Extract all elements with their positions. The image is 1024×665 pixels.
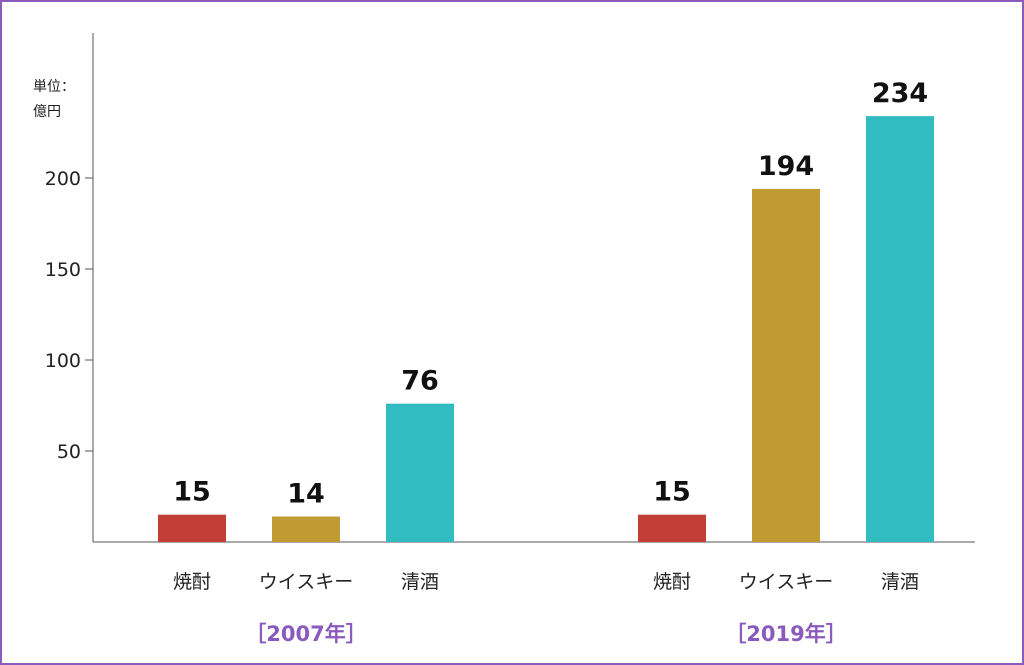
bar (386, 403, 454, 542)
bar-value-label: 15 (173, 477, 211, 508)
unit-label-line1: 単位： (33, 79, 75, 95)
category-label: ウイスキー (739, 571, 833, 593)
bar-value-label: 76 (401, 366, 439, 397)
category-label: 焼酎 (653, 571, 691, 593)
group-label: ［2007年］ (245, 622, 366, 646)
bar (158, 514, 226, 542)
bar-value-label: 194 (758, 151, 814, 182)
category-label: 焼酎 (173, 571, 211, 593)
y-tick-label: 150 (45, 259, 81, 281)
bar-value-label: 234 (872, 78, 928, 109)
bar (866, 116, 934, 543)
bar-value-label: 15 (653, 477, 691, 508)
bar (638, 514, 706, 542)
category-label: 清酒 (881, 571, 919, 593)
bar (272, 516, 340, 542)
y-tick-label: 100 (45, 350, 81, 372)
bar (752, 188, 820, 543)
y-tick-label: 200 (45, 168, 81, 190)
bar-value-label: 14 (287, 479, 325, 510)
unit-label-line2: 億円 (33, 104, 61, 120)
category-label: ウイスキー (259, 571, 353, 593)
group-label: ［2019年］ (725, 622, 846, 646)
category-label: 清酒 (401, 571, 439, 593)
y-tick-label: 50 (57, 441, 81, 463)
